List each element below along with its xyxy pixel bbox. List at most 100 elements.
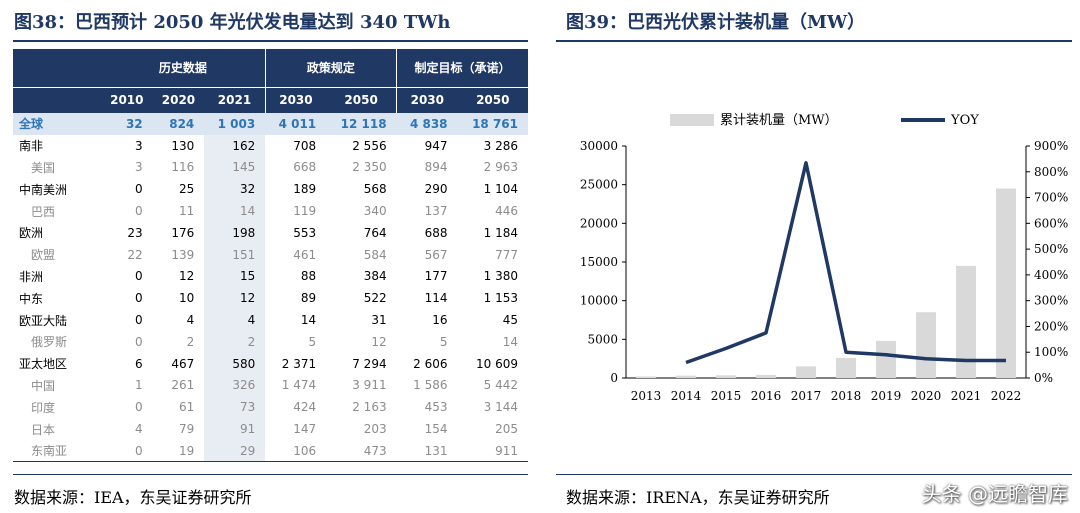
table-cell: 14 (204, 200, 266, 222)
year-header: 2030 (396, 86, 458, 113)
table-cell: 290 (424, 182, 448, 197)
table-cell: 0 (135, 204, 143, 219)
left-title-rule (13, 40, 528, 42)
table-cell: 131 (396, 439, 458, 463)
table-cell: 14 (300, 313, 317, 328)
row-label: 亚太地区 (19, 357, 68, 372)
table-cell: 116 (171, 160, 195, 175)
row-label: 欧洲 (19, 226, 44, 241)
table-cell: 2 606 (413, 356, 448, 371)
table-group-header-row: 历史数据 政策规定 制定目标（承诺） (13, 49, 528, 87)
table-row: 全球 32 824 1 003 4 011 12 118 4 838 18 761 (13, 113, 528, 135)
yoy-line (685, 161, 1006, 365)
table-cell: 446 (495, 204, 518, 219)
table-cell: 31 (371, 313, 387, 328)
table-cell: 3 (135, 138, 143, 153)
table-row: 欧亚大陆 0 4 4 14 31 16 45 (13, 309, 528, 331)
table-body: 全球 32 824 1 003 4 011 12 118 4 838 18 761 南非 3 130… (13, 113, 528, 463)
year-header-empty (13, 86, 101, 113)
right-tick-label: 500% (1034, 242, 1068, 256)
year-header: 2010 (101, 86, 153, 113)
table-cell: 1 586 (413, 378, 448, 393)
table-row: 亚太地区 6 467 580 2 371 7 294 2 606 10 609 (13, 352, 528, 375)
year-header: 2020 (152, 86, 205, 113)
row-label: 非洲 (19, 269, 44, 284)
table-cell: 198 (204, 221, 266, 244)
x-tick-label: 2020 (911, 389, 942, 403)
table-row: 俄罗斯 0 2 2 5 12 5 14 (13, 330, 528, 353)
table-cell: 384 (363, 269, 387, 284)
table-cell: 12 (204, 287, 266, 310)
table-row: 欧盟 22 139 151 461 584 567 777 (13, 243, 528, 266)
table-row: 中国 1 261 326 1 474 3 911 1 586 5 442 (13, 374, 528, 397)
row-label: 中东 (19, 291, 44, 306)
table-cell: 137 (424, 204, 448, 219)
table-cell: 947 (424, 138, 448, 153)
table-row: 美国 3 116 145 668 2 350 894 2 963 (13, 156, 528, 179)
table-cell: 3 911 (352, 378, 387, 393)
row-label: 欧盟 (31, 248, 56, 263)
table-cell: 119 (293, 204, 317, 219)
right-source: 数据来源：IRENA，东吴证券研究所 (566, 488, 830, 507)
table-cell: 3 286 (483, 138, 518, 153)
table-cell: 580 (204, 352, 266, 375)
table-cell: 145 (204, 156, 266, 179)
table-cell: 32 (204, 178, 266, 201)
table-cell: 1 003 (204, 113, 266, 135)
capacity-bar (836, 357, 856, 378)
table-cell: 261 (171, 378, 195, 393)
legend-bar-label: 累计装机量（MW） (720, 113, 838, 128)
right-figure-title: 图39：巴西光伏累计装机量（MW） (566, 12, 866, 33)
right-tick-label: 300% (1034, 294, 1068, 308)
left-tick-label: 25000 (580, 178, 618, 192)
table-cell: 176 (171, 225, 195, 240)
table-cell: 824 (152, 113, 205, 135)
right-tick-label: 0% (1034, 371, 1053, 385)
right-tick-label: 600% (1034, 216, 1068, 230)
table-cell: 0 (135, 291, 143, 306)
table-cell: 88 (300, 269, 317, 284)
table-cell: 0 (101, 439, 153, 463)
table-cell: 106 (265, 439, 327, 463)
table-row: 东南亚 0 19 29 106 473 131 911 (13, 439, 528, 463)
table-cell: 91 (204, 418, 266, 440)
right-tick-label: 400% (1034, 268, 1068, 282)
table-cell: 203 (363, 422, 387, 437)
table-cell: 205 (495, 422, 518, 437)
left-tick-label: 10000 (580, 294, 618, 308)
left-tick-label: 5000 (587, 332, 618, 346)
year-header: 2021 (204, 86, 266, 113)
table-cell: 4 838 (396, 113, 458, 135)
x-tick-label: 2019 (871, 389, 902, 403)
table-cell: 12 (371, 334, 387, 349)
table-cell: 19 (152, 439, 205, 463)
row-label: 俄罗斯 (31, 335, 68, 350)
table-cell: 16 (432, 313, 448, 328)
table-cell: 2 556 (352, 138, 387, 153)
table-cell: 522 (363, 291, 387, 306)
x-tick-label: 2017 (791, 389, 822, 403)
table-cell: 0 (135, 334, 143, 349)
year-header: 2050 (326, 86, 397, 113)
table-row: 中东 0 10 12 89 522 114 1 153 (13, 287, 528, 310)
left-bottom-rule (13, 474, 528, 475)
right-tick-label: 800% (1034, 165, 1068, 179)
table-cell: 89 (300, 291, 317, 306)
legend-bar-swatch (670, 114, 714, 126)
table-year-header-row: 2010 2020 2021 2030 2050 2030 2050 (13, 86, 528, 113)
table-cell: 79 (179, 422, 195, 437)
table-row: 非洲 0 12 15 88 384 177 1 380 (13, 265, 528, 288)
table-cell: 154 (424, 422, 448, 437)
table-cell: 461 (293, 247, 317, 262)
right-tick-label: 200% (1034, 319, 1068, 333)
table-cell: 584 (363, 247, 387, 262)
table-cell: 568 (363, 182, 387, 197)
group-header-target: 制定目标（承诺） (396, 49, 528, 87)
table-cell: 151 (204, 243, 266, 266)
table-cell: 5 (439, 334, 448, 349)
capacity-bar (756, 374, 776, 378)
row-label: 东南亚 (13, 439, 101, 463)
table-cell: 4 (186, 313, 195, 328)
table-cell: 3 144 (483, 400, 518, 415)
table-cell: 4 (204, 309, 266, 331)
